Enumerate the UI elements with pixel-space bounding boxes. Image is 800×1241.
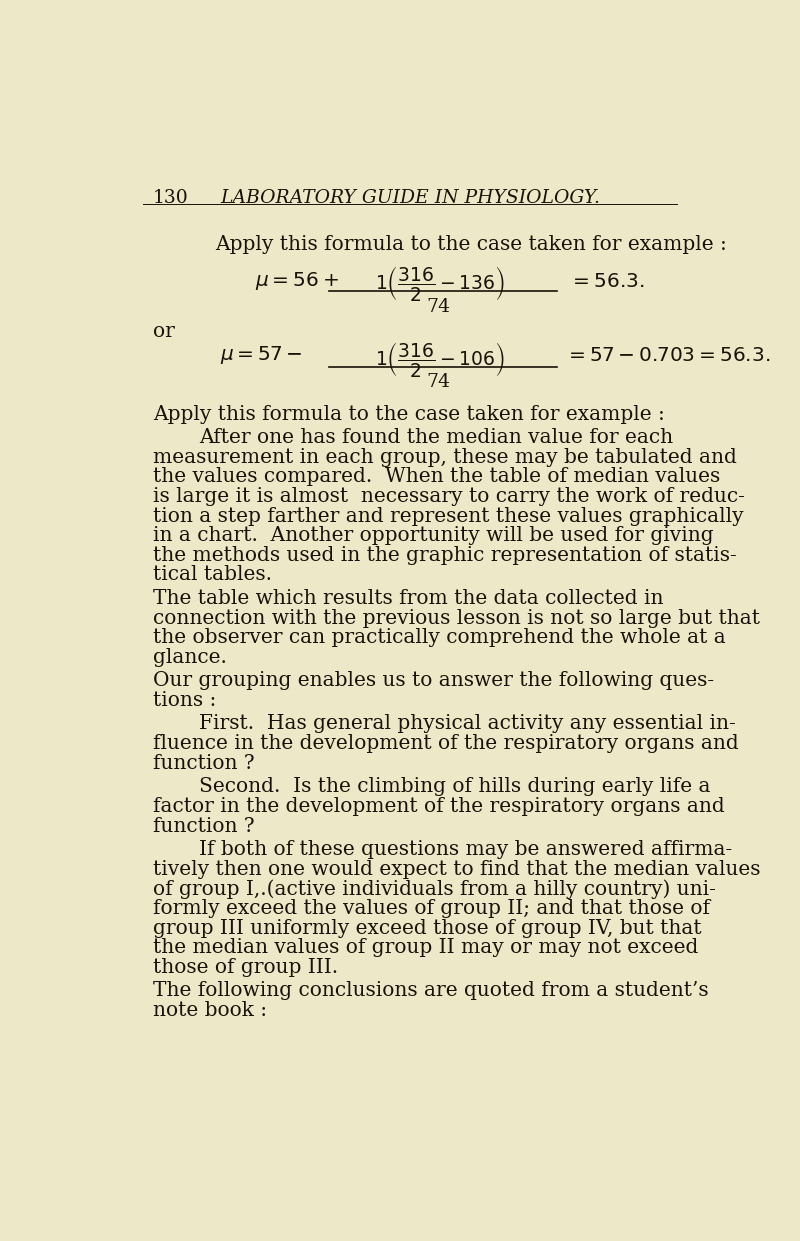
Text: the observer can practically comprehend the whole at a: the observer can practically comprehend … bbox=[153, 628, 726, 648]
Text: or: or bbox=[153, 323, 174, 341]
Text: the methods used in the graphic representation of statis-: the methods used in the graphic represen… bbox=[153, 546, 737, 565]
Text: $= 56.3.$: $= 56.3.$ bbox=[569, 272, 645, 290]
Text: measurement in each group, these may be tabulated and: measurement in each group, these may be … bbox=[153, 448, 737, 467]
Text: tions :: tions : bbox=[153, 691, 216, 710]
Text: note book :: note book : bbox=[153, 1001, 267, 1020]
Text: $\mu = 57 -$: $\mu = 57 -$ bbox=[220, 344, 302, 366]
Text: fluence in the development of the respiratory organs and: fluence in the development of the respir… bbox=[153, 735, 738, 753]
Text: those of group III.: those of group III. bbox=[153, 958, 338, 977]
Text: $\mu = 56 +$: $\mu = 56 +$ bbox=[255, 271, 339, 293]
Text: tion a step farther and represent these values graphically: tion a step farther and represent these … bbox=[153, 506, 743, 526]
Text: The table which results from the data collected in: The table which results from the data co… bbox=[153, 589, 663, 608]
Text: the median values of group II may or may not exceed: the median values of group II may or may… bbox=[153, 938, 698, 957]
Text: $= 57 - 0.703 = 56.3.$: $= 57 - 0.703 = 56.3.$ bbox=[565, 346, 770, 365]
Text: tical tables.: tical tables. bbox=[153, 566, 272, 585]
Text: glance.: glance. bbox=[153, 648, 226, 666]
Text: connection with the previous lesson is not so large but that: connection with the previous lesson is n… bbox=[153, 608, 760, 628]
Text: LABORATORY GUIDE IN PHYSIOLOGY.: LABORATORY GUIDE IN PHYSIOLOGY. bbox=[220, 189, 600, 207]
Text: 74: 74 bbox=[426, 374, 450, 391]
Text: Our grouping enables us to answer the following ques-: Our grouping enables us to answer the fo… bbox=[153, 671, 714, 690]
Text: the values compared.  When the table of median values: the values compared. When the table of m… bbox=[153, 468, 720, 486]
Text: Apply this formula to the case taken for example :: Apply this formula to the case taken for… bbox=[214, 235, 726, 254]
Text: in a chart.  Another opportunity will be used for giving: in a chart. Another opportunity will be … bbox=[153, 526, 714, 545]
Text: 74: 74 bbox=[426, 298, 450, 315]
Text: function ?: function ? bbox=[153, 817, 254, 835]
Text: Apply this formula to the case taken for example :: Apply this formula to the case taken for… bbox=[153, 405, 665, 423]
Text: $1\left(\dfrac{316}{2} - 106\right)$: $1\left(\dfrac{316}{2} - 106\right)$ bbox=[375, 340, 505, 379]
Text: If both of these questions may be answered affirma-: If both of these questions may be answer… bbox=[199, 840, 733, 859]
Text: factor in the development of the respiratory organs and: factor in the development of the respira… bbox=[153, 797, 725, 815]
Text: group III uniformly exceed those of group IV, but that: group III uniformly exceed those of grou… bbox=[153, 918, 702, 937]
Text: The following conclusions are quoted from a student’s: The following conclusions are quoted fro… bbox=[153, 982, 708, 1000]
Text: 130: 130 bbox=[153, 189, 189, 207]
Text: First.  Has general physical activity any essential in-: First. Has general physical activity any… bbox=[199, 715, 736, 733]
Text: formly exceed the values of group II; and that those of: formly exceed the values of group II; an… bbox=[153, 898, 710, 918]
Text: $1\left(\dfrac{316}{2} - 136\right)$: $1\left(\dfrac{316}{2} - 136\right)$ bbox=[375, 264, 505, 303]
Text: function ?: function ? bbox=[153, 753, 254, 773]
Text: is large it is almost  necessary to carry the work of reduc-: is large it is almost necessary to carry… bbox=[153, 486, 745, 506]
Text: of group I,.(active individuals from a hilly country) uni-: of group I,.(active individuals from a h… bbox=[153, 880, 715, 898]
Text: Second.  Is the climbing of hills during early life a: Second. Is the climbing of hills during … bbox=[199, 777, 710, 797]
Text: tively then one would expect to find that the median values: tively then one would expect to find tha… bbox=[153, 860, 760, 879]
Text: After one has found the median value for each: After one has found the median value for… bbox=[199, 428, 674, 447]
